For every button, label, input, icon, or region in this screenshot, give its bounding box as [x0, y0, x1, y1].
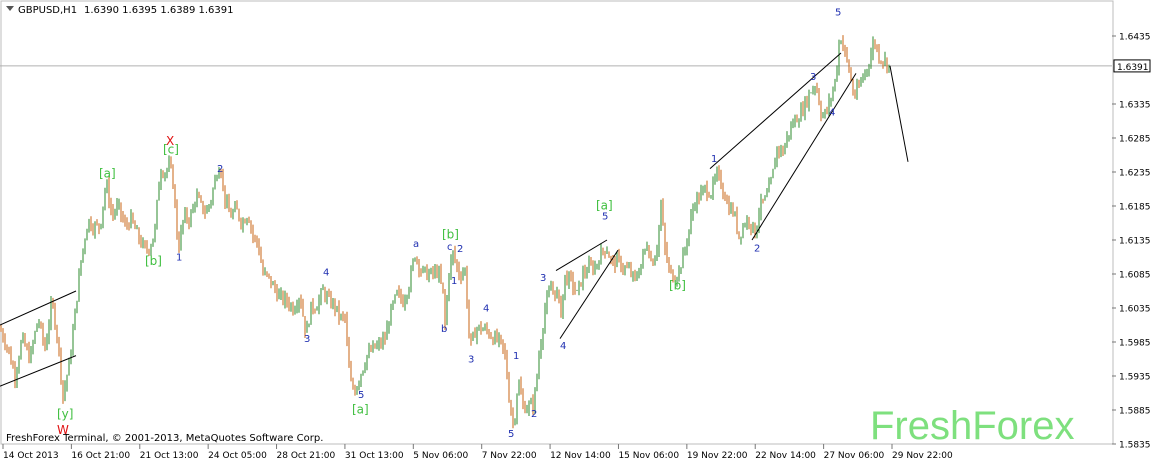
x-tick-label: 31 Oct 13:00: [345, 451, 404, 461]
y-tick-label: 1.6335: [1119, 101, 1151, 111]
x-tick-label: 27 Nov 06:00: [824, 451, 885, 461]
wave-label: 5: [602, 212, 608, 223]
x-tick-label: 7 Nov 22:00: [482, 451, 537, 461]
wave-label: [b]: [669, 279, 686, 293]
x-tick-label: 29 Nov 22:00: [892, 451, 953, 461]
wave-label: 4: [483, 303, 489, 314]
wave-label: [b]: [442, 228, 459, 242]
wave-label: b: [441, 324, 447, 335]
forecast: [889, 65, 909, 162]
y-tick-label: 1.6035: [1119, 305, 1151, 315]
y-tick-label: 1.6235: [1119, 169, 1151, 179]
y-tick-label: 1.5985: [1119, 339, 1151, 349]
wave-label: [b]: [145, 254, 162, 268]
x-tick-label: 5 Nov 06:00: [413, 451, 468, 461]
x-tick-label: 19 Nov 22:00: [687, 451, 748, 461]
current-price-badge: [1113, 59, 1151, 73]
x-tick-label: 12 Nov 14:00: [550, 451, 611, 461]
x-tick-label: 16 Oct 21:00: [71, 451, 130, 461]
wave-label: 3: [468, 354, 474, 365]
wave-label: 1: [176, 252, 182, 263]
x-tick-label: 15 Nov 06:00: [618, 451, 679, 461]
chart-ohlc: 1.6390 1.6395 1.6389 1.6391: [84, 5, 234, 16]
wave-label: 4: [560, 341, 566, 352]
wave-label: 4: [323, 267, 329, 278]
y-tick-label: 1.6285: [1119, 135, 1151, 145]
wave-label: 3: [810, 72, 816, 83]
wave-label: 3: [304, 334, 310, 345]
candles-group: [0, 35, 890, 429]
wave-label: 1: [451, 276, 457, 287]
y-tick-label: 1.5935: [1119, 373, 1151, 383]
x-tick-label: 14 Oct 2013: [3, 451, 59, 461]
wave-label: [a]: [99, 166, 116, 180]
current-price-label: 1.6391: [1117, 63, 1149, 73]
y-tick-label: 1.5885: [1119, 407, 1151, 417]
chart-symbol: GBPUSD,H1: [18, 5, 77, 16]
channel-left-lower: [0, 355, 77, 387]
trendlines-group: [0, 52, 909, 387]
wave-label: [a]: [352, 402, 369, 416]
channel-left-upper: [0, 290, 77, 326]
x-tick-label: 24 Oct 05:00: [208, 451, 267, 461]
wave-label: 1: [513, 351, 519, 362]
channel-right-upper: [709, 52, 842, 169]
copyright-text: FreshForex Terminal, © 2001-2013, MetaQu…: [6, 433, 323, 444]
x-tick-label: 21 Oct 13:00: [140, 451, 199, 461]
channel-right-lower: [751, 73, 857, 241]
wave-label: 3: [540, 273, 546, 284]
wave-label: 2: [754, 244, 760, 255]
wave-label: a: [413, 239, 419, 250]
x-tick-label: 28 Oct 21:00: [277, 451, 336, 461]
x-axis: 14 Oct 2013 16 Oct 21:00 21 Oct 13:00 24 Oc…: [2, 444, 953, 461]
y-tick-label: 1.6435: [1119, 33, 1151, 43]
wave-label: 2: [217, 164, 223, 175]
plot-frame: [0, 0, 1114, 445]
wave-label: c: [447, 242, 453, 253]
wave-label: W: [57, 423, 69, 437]
wave-label: 2: [457, 244, 463, 255]
watermark-logo: FreshForex: [870, 404, 1075, 448]
wave-label: 4: [829, 108, 835, 119]
wave-label: X: [166, 134, 174, 148]
wave-label: 5: [358, 390, 364, 401]
wave-label: 2: [531, 409, 537, 420]
y-tick-label: 1.6085: [1119, 271, 1151, 281]
wave-label: 1: [711, 154, 717, 165]
x-tick-label: 22 Nov 14:00: [755, 451, 816, 461]
wave-label: [y]: [57, 407, 73, 421]
wave-label: 5: [508, 429, 514, 440]
y-tick-label: 1.6185: [1119, 203, 1151, 213]
wave-label: [a]: [596, 198, 613, 212]
wave-label: [c]: [163, 143, 179, 157]
y-tick-label: 1.5835: [1119, 441, 1151, 451]
channel-mid-upper: [555, 239, 608, 272]
channel-mid-lower: [559, 249, 619, 339]
collapse-arrow-icon[interactable]: [6, 6, 14, 11]
y-axis: 1.6435 1.6391 1.6335 1.6285 1.6235 1.6185 1.61…: [1112, 33, 1151, 451]
y-tick-label: 1.6135: [1119, 237, 1151, 247]
wave-label: 5: [835, 8, 841, 19]
